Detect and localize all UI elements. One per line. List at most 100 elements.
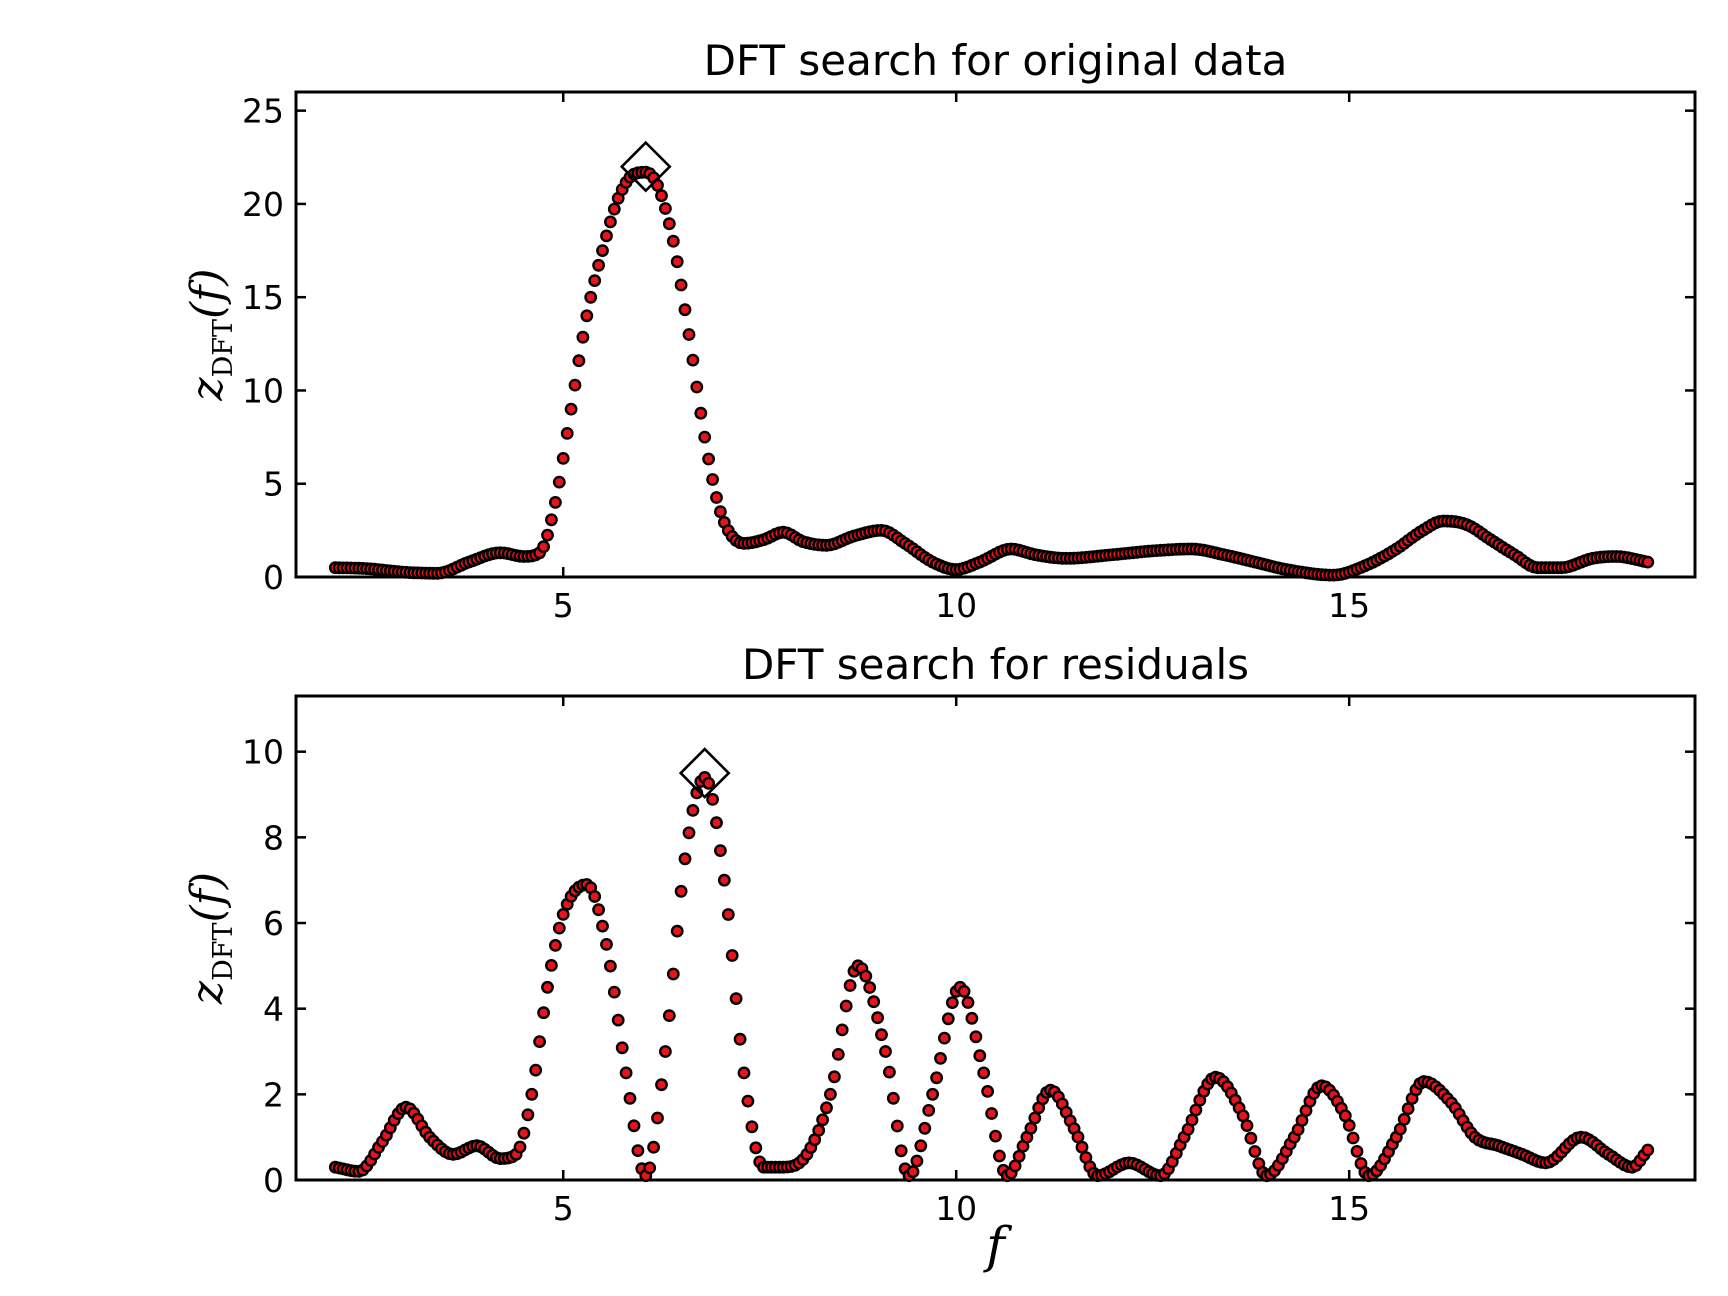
y-tick-label: 5 <box>263 465 284 504</box>
data-point <box>584 290 598 304</box>
data-point <box>541 528 554 542</box>
axis-ticks: 5 10 15 0 2 4 6 8 10 <box>242 696 1695 1228</box>
data-point <box>666 234 680 248</box>
y-tick-label: 8 <box>263 818 284 857</box>
data-point <box>1397 1112 1411 1126</box>
chart-title: DFT search for residuals <box>742 640 1249 689</box>
y-tick-label: 15 <box>242 278 284 317</box>
y-tick-label: 10 <box>242 371 284 410</box>
data-point <box>910 1154 924 1168</box>
data-point <box>674 278 688 292</box>
y-tick-label: 25 <box>242 92 284 131</box>
data-point <box>686 353 700 367</box>
data-point <box>906 1165 920 1179</box>
panel-residuals: DFT search for residuals 5 10 15 0 2 4 6 8 10 zD… <box>182 640 1697 1274</box>
data-point <box>549 495 562 509</box>
data-point <box>659 1045 672 1058</box>
data-point <box>682 826 696 840</box>
data-point <box>615 1041 629 1055</box>
data-point <box>513 1140 527 1154</box>
y-tick-label: 20 <box>242 185 284 224</box>
data-point <box>1346 1131 1360 1145</box>
data-point <box>1071 1130 1085 1144</box>
data-point <box>694 406 708 420</box>
data-point <box>741 1094 755 1108</box>
data-point <box>556 908 570 921</box>
data-point <box>729 992 743 1005</box>
data-point <box>596 919 609 933</box>
data-point <box>1401 1102 1415 1116</box>
data-point <box>647 1140 660 1154</box>
data-point <box>733 1032 747 1046</box>
data-point <box>545 513 558 527</box>
data-point <box>580 309 594 323</box>
data-point <box>965 1011 979 1025</box>
data-point <box>552 475 566 489</box>
data-point <box>662 1009 676 1022</box>
data-point <box>717 873 731 887</box>
data-point <box>655 189 668 203</box>
data-point <box>816 1113 829 1127</box>
data-point <box>871 1011 884 1025</box>
data-point <box>1350 1145 1364 1158</box>
data-point <box>702 776 715 790</box>
data-point <box>867 995 881 1009</box>
data-point <box>525 1087 539 1101</box>
data-point <box>607 202 621 216</box>
data-point <box>686 804 700 817</box>
data-point <box>981 1085 994 1098</box>
data-point <box>623 1092 637 1105</box>
data-markers <box>328 165 1655 582</box>
data-point <box>922 1104 936 1117</box>
data-point <box>1641 1143 1655 1157</box>
data-point <box>831 1048 845 1061</box>
data-point <box>662 217 676 231</box>
data-point <box>541 980 554 994</box>
x-tick-label: 5 <box>553 1189 574 1228</box>
data-point <box>552 921 566 935</box>
data-point <box>824 1087 837 1101</box>
data-point <box>843 979 857 992</box>
data-point <box>710 816 723 830</box>
data-point <box>655 1078 668 1092</box>
data-point <box>710 491 723 504</box>
data-point <box>812 1124 826 1137</box>
data-point <box>714 505 727 519</box>
data-point <box>820 1101 833 1115</box>
data-point <box>1248 1145 1262 1158</box>
data-point <box>1028 1111 1042 1125</box>
y-axis-label-argument: (f) <box>182 268 233 319</box>
data-point <box>938 1031 951 1045</box>
data-point <box>930 1071 943 1085</box>
data-point <box>674 884 688 898</box>
data-point <box>737 1066 751 1080</box>
y-axis-label-subscript: DFT <box>208 923 239 981</box>
x-tick-label: 10 <box>935 1189 977 1228</box>
data-point <box>1342 1119 1356 1132</box>
data-point <box>879 1045 892 1058</box>
data-point <box>721 908 735 921</box>
data-point <box>894 1144 908 1158</box>
data-point <box>588 890 602 903</box>
data-point <box>1012 1149 1026 1163</box>
data-point <box>918 1121 932 1135</box>
data-point <box>993 1149 1006 1163</box>
peak-diamond-marker <box>619 140 672 193</box>
y-tick-label: 10 <box>242 733 284 772</box>
data-point <box>568 378 582 392</box>
y-axis-label: zDFT(f) <box>182 872 239 1005</box>
data-point <box>926 1087 939 1101</box>
data-point <box>961 996 975 1009</box>
data-point <box>659 202 672 215</box>
data-point <box>1024 1121 1038 1135</box>
data-point <box>670 924 684 938</box>
data-point <box>914 1139 928 1153</box>
data-point <box>706 793 719 806</box>
data-point <box>537 540 550 554</box>
data-point <box>977 1066 991 1080</box>
data-point <box>973 1049 987 1063</box>
x-tick-label: 10 <box>935 586 977 625</box>
data-point <box>521 1108 535 1122</box>
y-tick-label: 4 <box>263 990 284 1029</box>
data-point <box>957 985 971 998</box>
